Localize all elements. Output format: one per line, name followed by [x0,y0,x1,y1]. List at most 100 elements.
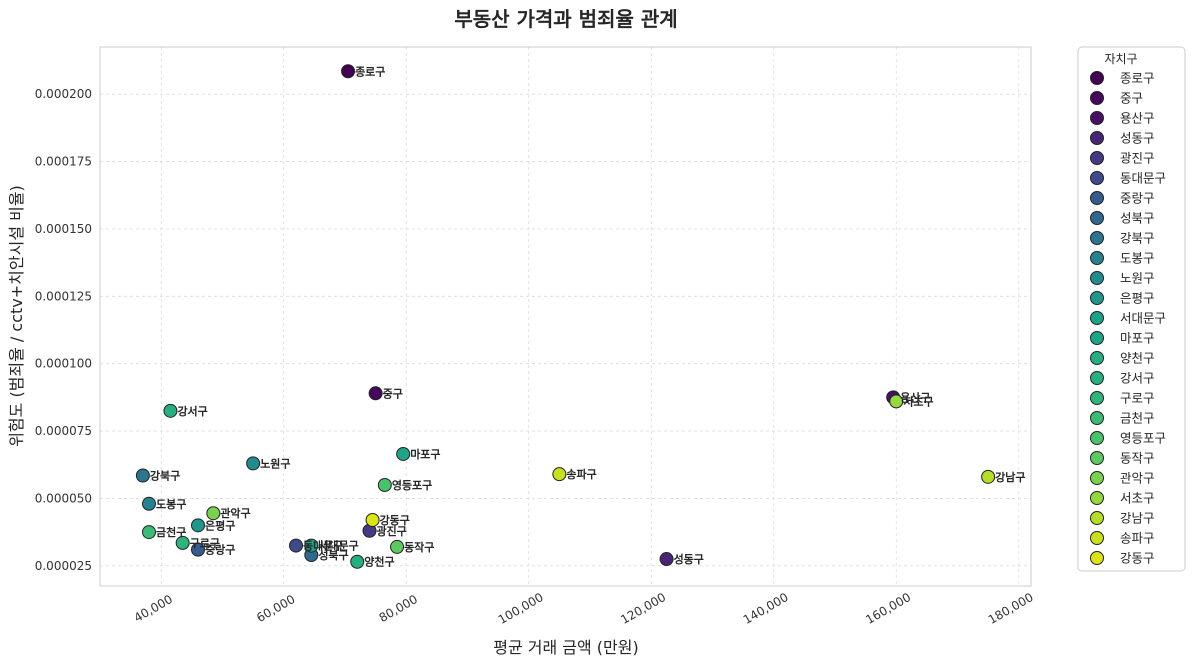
x-tick-label: 60,000 [254,592,297,625]
x-tick-label: 40,000 [132,592,175,625]
data-point [368,386,383,401]
data-point-label: 광진구 [377,524,407,538]
data-point-label: 서초구 [903,394,933,408]
legend-label: 송파구 [1120,531,1155,546]
data-point [659,552,674,567]
legend-marker [1090,531,1104,545]
data-point [246,456,261,471]
legend-marker [1090,131,1104,145]
data-point [191,542,205,557]
data-point-label: 강동구 [380,513,410,527]
data-point [981,469,996,484]
x-tick-label: 140,000 [741,590,791,627]
legend-label: 성북구 [1120,211,1155,226]
data-point [175,535,190,550]
y-axis-label: 위험도 (범죄율 / cctv+치안시설 비율) [7,185,26,447]
data-point [341,64,356,79]
data-point [191,518,205,533]
legend-marker [1090,251,1104,265]
data-point-label: 강서구 [177,404,207,418]
legend-marker [1090,431,1104,445]
legend-marker [1090,271,1104,285]
legend-marker [1090,451,1104,465]
data-point-label: 중구 [383,387,403,400]
data-point-label: 금천구 [156,525,186,539]
legend-marker [1090,371,1104,385]
data-point [552,467,567,482]
data-point [304,538,319,553]
legend: 자치구 종로구중구용산구성동구광진구동대문구중랑구성북구강북구도봉구노원구은평구… [1077,46,1186,572]
legend-label: 관악구 [1120,471,1155,486]
data-point-label: 용산구 [900,390,930,404]
legend-title: 자치구 [1104,52,1137,66]
data-point [135,468,150,483]
legend-marker [1090,291,1104,305]
grid-lines [100,47,1031,586]
data-point-label: 동작구 [404,540,434,554]
legend-marker [1090,171,1104,185]
legend-marker [1090,471,1104,485]
y-tick-label: 0.000125 [35,289,92,303]
legend-marker [1090,191,1104,205]
legend-marker [1090,231,1104,245]
data-point-label: 성동구 [674,552,704,566]
data-point-label: 은평구 [205,518,235,532]
y-axis-ticks: 0.000025 0.000050 0.000075 0.000100 0.000125… [35,87,92,573]
legend-label: 중랑구 [1120,191,1155,206]
legend-label: 용산구 [1120,111,1155,126]
x-tick-label: 100,000 [496,590,546,627]
legend-label: 도봉구 [1120,251,1155,266]
data-point-label: 서대문구 [318,539,358,553]
x-axis-label: 평균 거래 금액 (만원) [493,638,639,657]
data-point-label: 강북구 [150,469,180,483]
data-point [350,554,365,569]
legend-marker [1090,391,1104,405]
y-tick-label: 0.000100 [35,357,92,371]
x-tick-label: 180,000 [986,590,1036,627]
legend-label: 서초구 [1120,491,1155,506]
legend-frame [1077,46,1186,572]
data-point [396,446,411,461]
legend-label: 영등포구 [1120,431,1166,446]
legend-label: 광진구 [1120,151,1155,166]
legend-marker [1090,491,1104,505]
data-point [206,506,221,521]
legend-marker [1090,311,1104,325]
data-point-label: 노원구 [260,456,290,470]
legend-label: 중구 [1120,91,1143,106]
legend-label: 금천구 [1120,411,1155,426]
legend-marker [1090,211,1104,225]
x-tick-label: 80,000 [377,592,420,625]
legend-label: 강서구 [1120,371,1155,386]
data-point-label: 양천구 [364,555,394,569]
y-tick-label: 0.000200 [35,87,92,101]
legend-label: 서대문구 [1120,311,1166,326]
y-tick-label: 0.000050 [35,491,92,505]
y-tick-label: 0.000025 [35,559,92,573]
legend-marker [1090,151,1104,165]
data-point [377,477,392,492]
data-point-label: 구로구 [190,537,220,550]
data-point-label: 마포구 [410,447,440,461]
data-point [142,496,156,511]
data-point [889,394,904,409]
legend-marker [1090,71,1104,85]
legend-label: 강남구 [1120,511,1155,526]
legend-label: 은평구 [1120,291,1155,306]
legend-marker [1090,511,1104,525]
data-point [163,403,178,418]
x-tick-label: 160,000 [863,590,913,627]
legend-label: 종로구 [1120,71,1155,86]
chart-title: 부동산 가격과 범죄율 관계 [454,7,677,31]
legend-marker [1090,331,1104,345]
legend-label: 동작구 [1120,451,1155,466]
legend-label: 동대문구 [1120,171,1166,186]
legend-items: 종로구중구용산구성동구광진구동대문구중랑구성북구강북구도봉구노원구은평구서대문구… [1090,71,1166,566]
y-tick-label: 0.000075 [35,424,92,438]
data-point-label: 강남구 [995,470,1025,484]
legend-label: 노원구 [1120,271,1155,286]
y-tick-label: 0.000150 [35,222,92,236]
data-point-label: 성북구 [318,548,348,562]
